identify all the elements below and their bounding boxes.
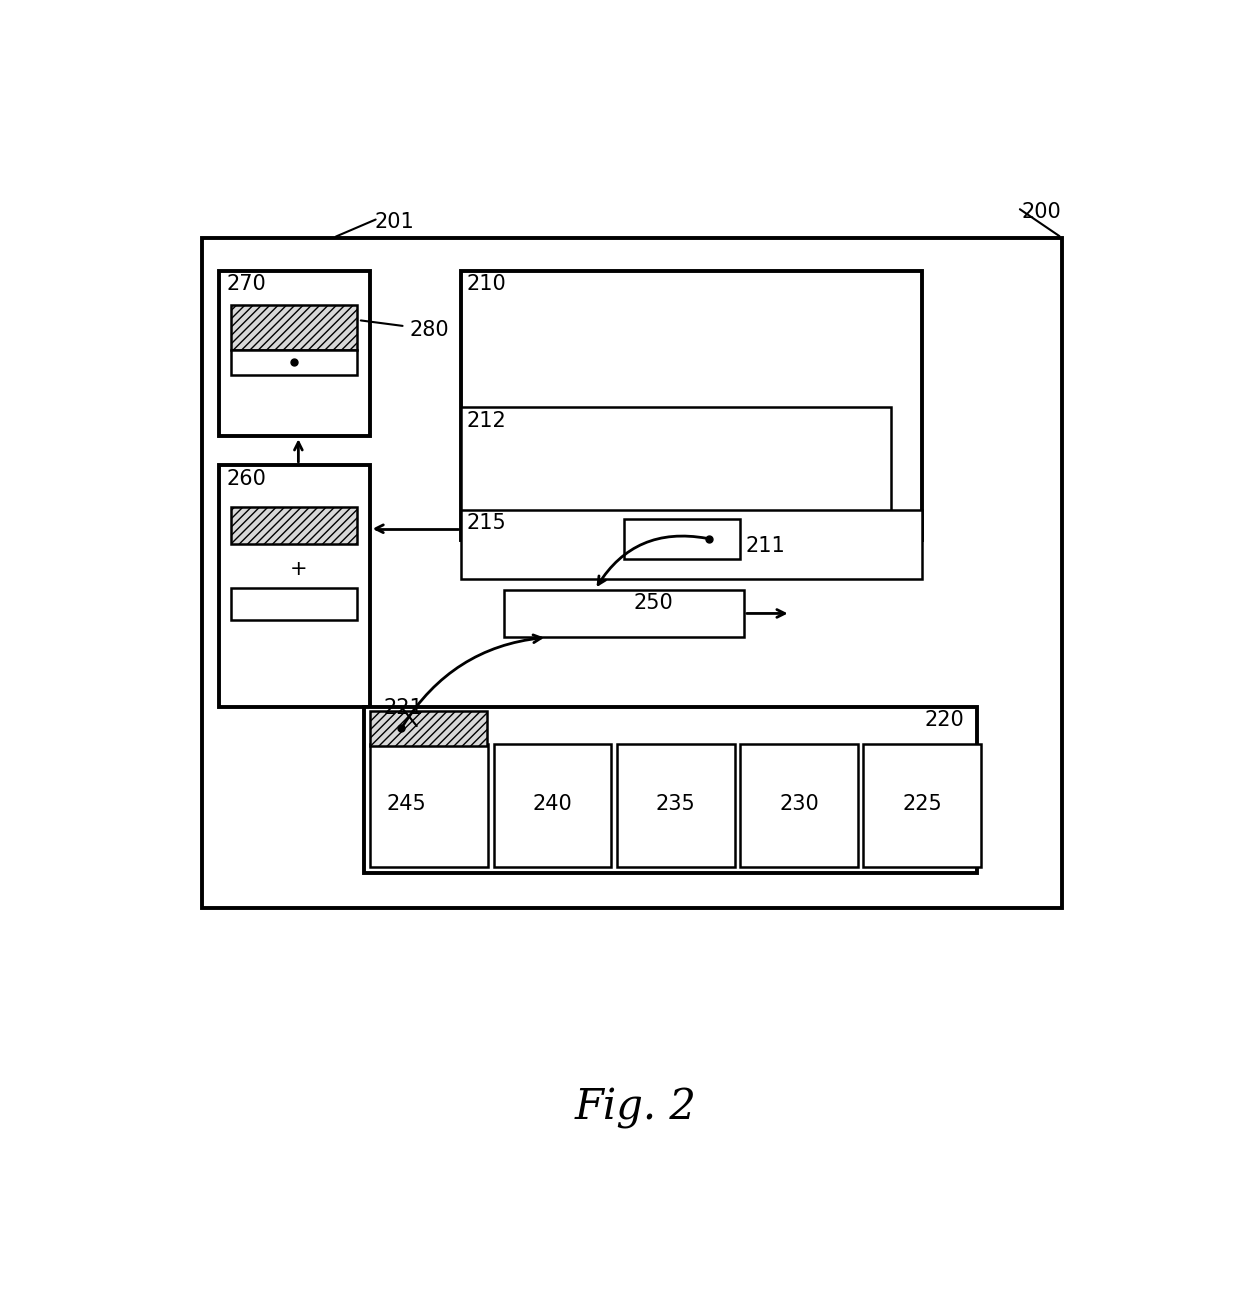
Bar [201, 238, 1061, 907]
FancyArrowPatch shape [598, 536, 707, 584]
Text: 270: 270 [226, 274, 267, 294]
Text: 220: 220 [925, 710, 965, 729]
Bar [503, 589, 744, 638]
Text: 201: 201 [374, 212, 414, 233]
Text: 245: 245 [387, 795, 427, 814]
Bar [218, 271, 370, 437]
Bar [218, 465, 370, 707]
Text: 230: 230 [779, 795, 818, 814]
Bar [231, 588, 357, 621]
Bar [461, 271, 923, 540]
Bar [740, 744, 858, 867]
Bar [618, 744, 734, 867]
Bar [863, 744, 981, 867]
Text: +: + [290, 559, 308, 579]
Bar [231, 306, 357, 350]
Text: 260: 260 [226, 469, 267, 489]
Text: 280: 280 [409, 320, 449, 340]
Bar [371, 744, 489, 867]
Text: 240: 240 [533, 795, 573, 814]
Bar [371, 711, 486, 746]
Text: 221: 221 [383, 698, 423, 718]
Text: 215: 215 [466, 512, 506, 532]
Text: 235: 235 [656, 795, 696, 814]
Bar [461, 510, 923, 579]
Bar [624, 519, 740, 559]
Bar [494, 744, 611, 867]
Text: 200: 200 [1022, 201, 1061, 221]
Text: 212: 212 [466, 410, 506, 431]
Text: Fig. 2: Fig. 2 [574, 1087, 697, 1129]
Bar [461, 406, 892, 527]
Bar [365, 707, 977, 873]
Text: 210: 210 [466, 274, 506, 294]
Bar [231, 507, 357, 544]
Text: 211: 211 [745, 536, 785, 555]
Text: 225: 225 [903, 795, 942, 814]
FancyArrowPatch shape [403, 635, 541, 725]
Text: 250: 250 [634, 592, 673, 613]
Bar [231, 350, 357, 375]
